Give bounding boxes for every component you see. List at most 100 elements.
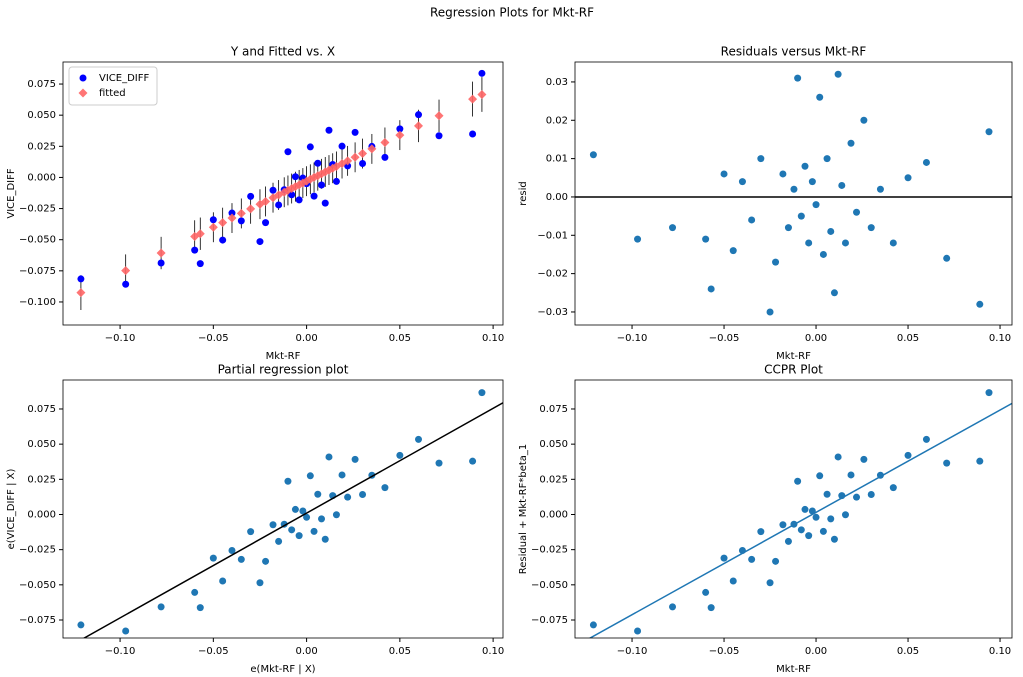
point: [284, 477, 292, 485]
point: [889, 239, 897, 247]
point: [720, 170, 728, 178]
point: [306, 472, 314, 480]
plot-area: [588, 389, 1012, 638]
point: [261, 196, 271, 206]
point: [816, 472, 824, 480]
point: [748, 555, 756, 563]
point: [784, 537, 792, 545]
y-tick-label: −0.050: [531, 580, 568, 591]
point: [816, 93, 824, 101]
x-tick-label: −0.05: [709, 646, 740, 657]
point: [867, 491, 875, 499]
point: [707, 285, 715, 293]
point: [985, 128, 993, 136]
point: [904, 174, 912, 182]
point: [812, 513, 820, 521]
point: [634, 235, 642, 243]
point: [801, 162, 809, 170]
point: [310, 192, 318, 200]
point: [209, 554, 217, 562]
point: [797, 212, 805, 220]
point: [351, 128, 359, 136]
x-tick-label: −0.10: [617, 646, 648, 657]
point: [805, 532, 813, 540]
y-tick-label: 0.050: [27, 439, 56, 450]
point: [310, 527, 318, 535]
x-tick-label: 0.00: [805, 646, 827, 657]
point: [288, 191, 296, 199]
subplot-title: Partial regression plot: [218, 363, 349, 377]
point: [359, 491, 367, 499]
plot-area: [76, 69, 487, 311]
point: [209, 216, 217, 224]
subplot-title: Y and Fitted vs. X: [230, 45, 335, 59]
point: [834, 453, 842, 461]
point: [823, 490, 831, 498]
y-tick-label: −0.025: [19, 545, 56, 556]
legend-marker: [79, 74, 87, 82]
point: [904, 451, 912, 459]
point: [275, 201, 283, 209]
point: [435, 459, 443, 467]
point: [121, 266, 131, 276]
point: [707, 604, 715, 612]
x-tick-label: 0.10: [482, 646, 504, 657]
point: [834, 70, 842, 78]
point: [218, 218, 228, 228]
point: [860, 455, 868, 463]
y-tick-label: −0.025: [19, 204, 56, 215]
y-tick-label: 0.02: [546, 115, 568, 126]
point: [291, 505, 299, 513]
point: [299, 507, 307, 515]
point: [841, 239, 849, 247]
plot-area: [77, 389, 503, 638]
point: [414, 121, 424, 131]
point: [589, 621, 597, 629]
point: [943, 459, 951, 467]
x-tick-label: 0.00: [805, 333, 827, 344]
y-tick-label: 0.000: [539, 509, 568, 520]
point: [790, 185, 798, 193]
point: [819, 527, 827, 535]
point: [976, 300, 984, 308]
point: [478, 69, 486, 77]
y-tick-label: 0.01: [546, 154, 568, 165]
y-tick-label: 0.025: [27, 474, 56, 485]
point: [236, 208, 246, 218]
point: [314, 490, 322, 498]
x-tick-label: −0.10: [105, 333, 136, 344]
y-tick-label: 0.075: [27, 404, 56, 415]
point: [208, 222, 218, 232]
point: [772, 258, 780, 266]
point: [757, 155, 765, 163]
point: [772, 557, 780, 565]
point: [985, 389, 993, 397]
point: [246, 204, 256, 214]
y-axis-label: resid: [518, 181, 529, 205]
point: [779, 521, 787, 529]
y-axis-label: Residual + Mkt-RF*beta_1: [518, 444, 529, 575]
point: [669, 603, 677, 611]
y-tick-label: 0.025: [27, 141, 56, 152]
x-tick-label: 0.00: [295, 646, 317, 657]
point: [332, 511, 340, 519]
point: [318, 515, 326, 523]
point: [262, 219, 270, 227]
point: [237, 217, 245, 225]
y-tick-label: 0.00: [546, 192, 568, 203]
y-tick-label: −0.075: [531, 615, 568, 626]
point: [469, 130, 477, 138]
point: [396, 125, 404, 133]
point: [415, 111, 423, 119]
point: [122, 280, 130, 288]
point: [196, 260, 204, 268]
point: [380, 137, 390, 147]
point: [321, 535, 329, 543]
fit-line: [588, 402, 1012, 638]
plot-area: [575, 70, 1012, 316]
point: [943, 254, 951, 262]
point: [228, 209, 236, 217]
point: [812, 201, 820, 209]
x-tick-label: 0.05: [897, 333, 919, 344]
x-tick-label: −0.05: [198, 333, 229, 344]
